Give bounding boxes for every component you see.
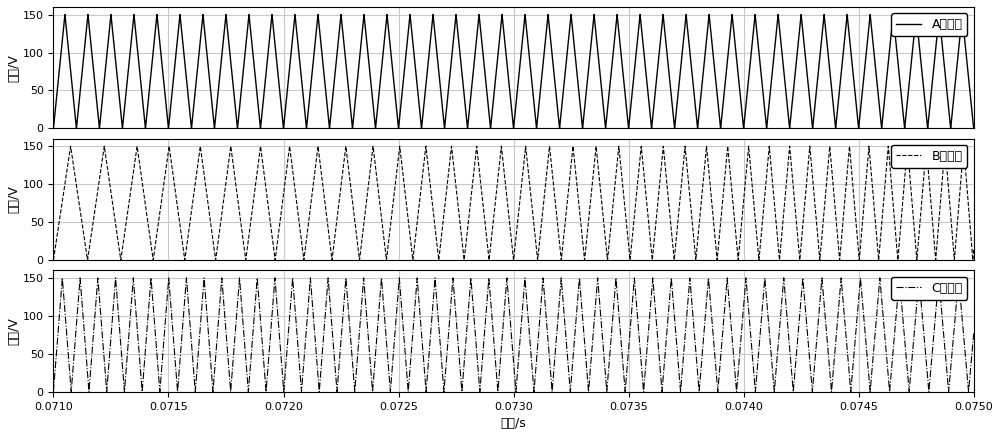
B相载波	[128, 168, 140, 173]
C相载波	[802, 340, 814, 345]
C相载波	[759, 275, 771, 281]
Y-axis label: 电压/V: 电压/V	[7, 54, 20, 82]
B相载波	[968, 247, 980, 253]
B相载波	[335, 180, 347, 185]
A相载波	[128, 15, 140, 21]
A相载波	[70, 126, 82, 131]
A相载波	[968, 125, 980, 131]
Legend: C相载波: C相载波	[891, 277, 967, 299]
A相载波	[47, 126, 59, 131]
B相载波	[791, 229, 803, 235]
C相载波	[47, 389, 59, 394]
A相载波	[802, 82, 814, 87]
Y-axis label: 电压/V: 电压/V	[7, 185, 20, 213]
Y-axis label: 电压/V: 电压/V	[7, 317, 20, 345]
B相载波	[722, 144, 734, 149]
C相载波	[968, 331, 980, 336]
Line: A相载波: A相载波	[53, 14, 974, 128]
B相载波	[863, 144, 875, 149]
B相载波	[47, 257, 59, 263]
B相载波	[802, 162, 814, 167]
A相载波	[335, 17, 347, 22]
A相载波	[863, 24, 875, 29]
A相载波	[59, 12, 71, 17]
C相载波	[682, 295, 694, 300]
C相载波	[335, 332, 347, 337]
C相载波	[826, 389, 838, 395]
C相载波	[791, 341, 803, 347]
Line: B相载波: B相载波	[53, 146, 974, 260]
C相载波	[128, 279, 140, 284]
Legend: A相载波: A相载波	[891, 13, 967, 36]
B相载波	[682, 177, 694, 182]
A相载波	[791, 50, 803, 55]
Line: C相载波: C相载波	[53, 278, 974, 392]
Legend: B相载波: B相载波	[891, 145, 967, 168]
B相载波	[179, 257, 191, 263]
A相载波	[682, 33, 694, 38]
C相载波	[863, 375, 875, 381]
X-axis label: 时间/s: 时间/s	[501, 417, 526, 430]
